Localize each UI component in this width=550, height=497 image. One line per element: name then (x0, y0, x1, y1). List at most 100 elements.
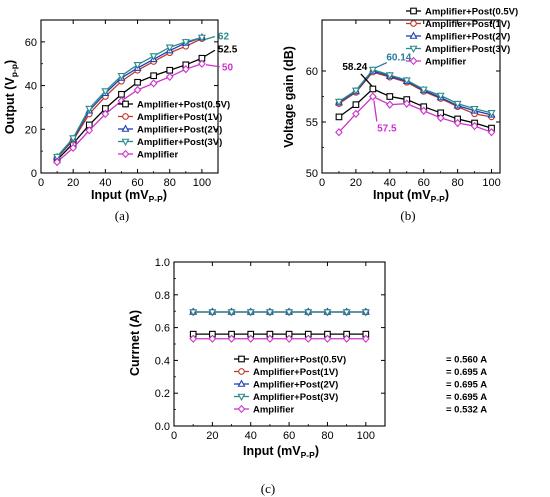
annotation-label: 57.5 (377, 124, 397, 135)
x-axis-label: Input (mVP-P) (373, 188, 449, 204)
x-tick-label: 80 (321, 430, 333, 442)
data-point (149, 53, 158, 61)
data-point (368, 66, 377, 75)
legend-marker (237, 404, 246, 414)
legend: Amplifier+Post(0.5V)Amplifier+Post(1V) Am… (118, 100, 230, 161)
legend-marker (121, 138, 130, 147)
data-point (181, 65, 190, 74)
data-point (197, 34, 206, 42)
data-point (85, 105, 94, 114)
series-line (56, 57, 203, 161)
legend-value: = 0.695 A (446, 392, 487, 403)
annotation-label: 50 (222, 63, 234, 74)
series-Amplifier+Post(3V) (189, 309, 370, 317)
data-point (436, 113, 445, 123)
panel-caption: (b) (400, 208, 415, 223)
series-Amplifier (53, 59, 206, 167)
annotation-label: 60.14 (386, 53, 411, 64)
y-tick-label: 1.0 (155, 257, 170, 269)
data-point (246, 309, 255, 317)
data-point (118, 90, 125, 98)
data-point (53, 153, 62, 162)
legend-label: Amplifier+Post(2V) (425, 32, 510, 43)
data-point (402, 77, 411, 85)
data-point (265, 309, 274, 317)
series-line (56, 63, 203, 163)
series-Amplifier+Post(1V) (335, 68, 495, 121)
y-tick-label: 60 (306, 66, 318, 78)
annotation-label: 62 (218, 31, 230, 42)
data-point (165, 44, 174, 52)
data-point (335, 128, 343, 137)
series-line (338, 88, 492, 129)
legend-label: Amplifier+Post(1V) (253, 367, 338, 378)
series-Amplifier+Post(0.5V) (189, 330, 370, 338)
x-tick-label: 100 (357, 430, 375, 442)
y-axis-label-main: Currnet (A) (128, 310, 142, 376)
legend-label: Amplifier (253, 405, 294, 416)
y-tick-label: 50 (306, 168, 318, 180)
x-axis-label-main: Input (mV (91, 188, 149, 202)
x-axis-label: Input (mVP-P) (91, 188, 167, 204)
y-tick-label: 0.0 (155, 421, 170, 433)
data-point (198, 59, 206, 68)
x-axis-label-end: ) (445, 188, 449, 202)
series-Amplifier+Post(0.5V) (335, 85, 495, 132)
legend-label: Amplifier+Post(3V) (425, 44, 510, 55)
data-point (470, 121, 479, 131)
series-line (338, 71, 492, 118)
annotation-label: 52.5 (218, 44, 238, 55)
annotation-arrow (360, 73, 373, 87)
data-point (323, 334, 332, 343)
data-point (181, 39, 190, 47)
x-tick-label: 100 (482, 177, 500, 189)
data-point (208, 334, 217, 343)
legend-marker (238, 355, 245, 363)
x-tick-label: 60 (283, 430, 295, 442)
legend-marker (237, 393, 246, 402)
data-point (402, 99, 411, 108)
x-axis-label: Input (mVP-P) (243, 444, 319, 460)
series-Amplifier+Post(3V) (53, 34, 206, 162)
data-point (487, 128, 496, 137)
series-line (338, 70, 492, 116)
data-point (361, 309, 370, 317)
data-point (385, 72, 394, 80)
data-point (117, 72, 126, 81)
data-point (453, 118, 462, 128)
annotation-arrow (204, 35, 216, 41)
legend-label: Amplifier+Post(3V) (137, 137, 222, 148)
x-axis-label-main: Input (mV (373, 188, 431, 202)
x-axis-label-sub: P-P (149, 194, 164, 204)
legend-value: = 0.532 A (446, 405, 487, 416)
series-Amplifier+Post(3V) (334, 66, 496, 118)
legend: Amplifier+Post(0.5V)Amplifier+Post(1V) Am… (406, 7, 518, 68)
x-tick-label: 40 (99, 177, 111, 189)
data-point (369, 92, 377, 101)
legend-marker (237, 379, 246, 387)
data-point (227, 334, 236, 343)
legend-label: Amplifier+Post(1V) (137, 112, 222, 123)
data-point (352, 101, 360, 109)
data-point (149, 79, 158, 88)
data-point (166, 66, 174, 74)
y-axis-label-main: Output (V (3, 77, 17, 135)
annotation-arrow (375, 61, 388, 69)
data-point (246, 334, 255, 343)
data-point (352, 109, 360, 119)
y-tick-label: 0 (31, 168, 37, 180)
data-point (285, 309, 294, 317)
data-point (304, 334, 313, 343)
data-point (419, 106, 428, 115)
data-point (323, 309, 332, 317)
legend-value: = 0.560 A (446, 355, 487, 366)
data-point (69, 143, 78, 153)
data-point (351, 87, 360, 95)
x-tick-label: 60 (418, 177, 430, 189)
y-axis-label-sub: p-p (9, 64, 19, 77)
x-tick-label: 20 (350, 177, 362, 189)
series-line (56, 37, 203, 159)
x-tick-label: 0 (171, 430, 177, 442)
y-axis-label: Currnet (A) (128, 310, 142, 376)
data-point (369, 85, 377, 93)
